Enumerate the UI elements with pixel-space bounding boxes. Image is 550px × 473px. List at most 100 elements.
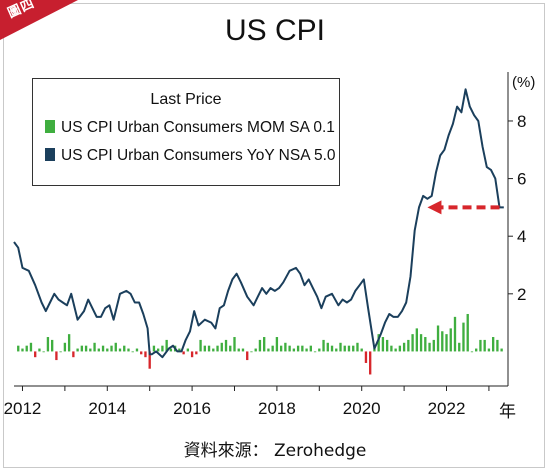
mom-bar <box>466 313 469 352</box>
mom-bar <box>127 348 130 352</box>
x-tick-label: 2014 <box>88 399 126 418</box>
legend-item-mom: US CPI Urban Consumers MOM SA 0.1 <box>45 119 335 137</box>
mom-bar <box>343 345 346 352</box>
mom-bar <box>279 345 283 352</box>
mom-bar <box>470 351 474 353</box>
mom-bar <box>415 328 418 352</box>
mom-bar <box>46 337 50 352</box>
mom-bar <box>428 342 431 352</box>
mom-bar <box>339 342 342 352</box>
mom-bar <box>288 345 291 352</box>
mom-bar <box>271 345 274 352</box>
mom-bar <box>360 348 363 352</box>
mom-bar <box>212 348 215 352</box>
mom-bar <box>140 351 143 355</box>
mom-bar <box>322 339 325 352</box>
mom-bar <box>21 348 24 352</box>
chart-frame <box>3 3 545 468</box>
mom-bar <box>483 339 486 352</box>
mom-bar <box>63 342 67 352</box>
mom-bar <box>123 345 126 352</box>
mom-bar <box>42 351 45 353</box>
mom-bar <box>305 348 308 352</box>
mom-bar <box>453 316 457 352</box>
legend-title: Last Price <box>150 91 222 108</box>
y-tick-label: 6 <box>517 170 526 189</box>
y-tick-label: 8 <box>517 112 526 131</box>
mom-bar <box>84 345 88 352</box>
mom-bar <box>267 348 270 352</box>
mom-bar <box>178 348 181 352</box>
mom-bar <box>17 345 20 352</box>
mom-bar <box>216 345 219 352</box>
mom-bar <box>93 342 96 352</box>
mom-bar <box>318 348 321 352</box>
mom-bar <box>220 342 223 352</box>
x-tick-label: 2016 <box>173 399 211 418</box>
mom-bar <box>34 351 37 358</box>
mom-bar <box>199 339 202 352</box>
mom-bar <box>411 334 414 352</box>
mom-bar <box>229 345 232 352</box>
mom-bar <box>394 348 397 352</box>
figure-badge: 圖四 <box>0 0 78 40</box>
mom-bar <box>118 348 122 352</box>
legend-item-yoy: US CPI Urban Consumers YoY NSA 5.0 <box>45 147 336 165</box>
chart-legend: Last Price US CPI Urban Consumers MOM SA… <box>32 78 340 186</box>
mom-bar <box>186 348 190 352</box>
mom-bar <box>29 342 33 352</box>
mom-bar <box>441 331 444 352</box>
mom-bar <box>402 342 406 352</box>
mom-bar <box>475 348 478 352</box>
mom-bar <box>263 337 266 352</box>
mom-bar <box>335 348 338 352</box>
mom-bar <box>148 351 151 369</box>
mom-bar <box>449 328 452 352</box>
mom-bar <box>398 345 402 352</box>
mom-bar <box>89 348 92 352</box>
mom-bar <box>203 345 206 352</box>
mom-bar <box>436 325 440 352</box>
mom-bar <box>292 348 296 352</box>
mom-bar <box>101 345 105 352</box>
mom-bar <box>432 339 435 352</box>
mom-bar <box>169 348 173 352</box>
mom-bar <box>258 339 262 352</box>
legend-swatch-yoy <box>45 148 55 161</box>
mom-bar <box>207 345 211 352</box>
legend-label-yoy: US CPI Urban Consumers YoY NSA 5.0 <box>61 147 336 164</box>
mom-bar <box>479 339 482 352</box>
mom-bar <box>165 339 168 352</box>
mom-bar <box>110 345 113 352</box>
mom-bar <box>76 348 79 352</box>
mom-bar <box>364 351 368 363</box>
mom-bar <box>301 345 304 352</box>
mom-bar <box>67 334 71 352</box>
mom-bar <box>458 342 461 352</box>
mom-bar <box>462 322 465 352</box>
mom-bar <box>224 339 228 352</box>
yoy-line <box>13 88 504 359</box>
mom-bar <box>385 339 389 352</box>
y-tick-label: 4 <box>517 227 526 246</box>
mom-bar <box>246 351 249 361</box>
mom-bar <box>50 339 54 352</box>
mom-bar <box>72 351 75 358</box>
mom-bar <box>390 345 393 352</box>
mom-bar <box>352 345 355 352</box>
y-tick-label: 2 <box>517 285 526 304</box>
mom-bar <box>241 348 245 352</box>
mom-bar <box>161 345 164 352</box>
mom-bar <box>25 345 28 352</box>
mom-bar <box>131 351 134 353</box>
mom-bar <box>347 345 351 352</box>
x-tick-label: 2022 <box>428 399 466 418</box>
mom-bar <box>381 337 385 352</box>
mom-bar <box>487 348 491 352</box>
mom-bar <box>157 348 160 352</box>
x-tick-label: 2012 <box>4 399 42 418</box>
mom-bar <box>419 334 423 352</box>
mom-bar <box>407 339 410 352</box>
badge-triangle <box>0 0 78 40</box>
